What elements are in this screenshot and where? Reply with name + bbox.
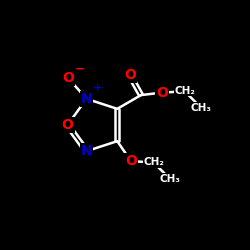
Text: CH₂: CH₂ <box>143 158 164 168</box>
Text: CH₃: CH₃ <box>159 174 180 184</box>
Text: O: O <box>124 68 136 82</box>
Text: O: O <box>62 70 74 85</box>
Text: N: N <box>81 92 92 106</box>
Text: CH₂: CH₂ <box>174 86 195 96</box>
Text: O: O <box>125 154 137 168</box>
Text: CH₃: CH₃ <box>190 102 212 113</box>
Text: O: O <box>62 118 74 132</box>
Text: O: O <box>156 86 168 100</box>
Text: +: + <box>93 83 102 93</box>
Text: −: − <box>75 62 85 75</box>
Text: N: N <box>81 144 92 158</box>
